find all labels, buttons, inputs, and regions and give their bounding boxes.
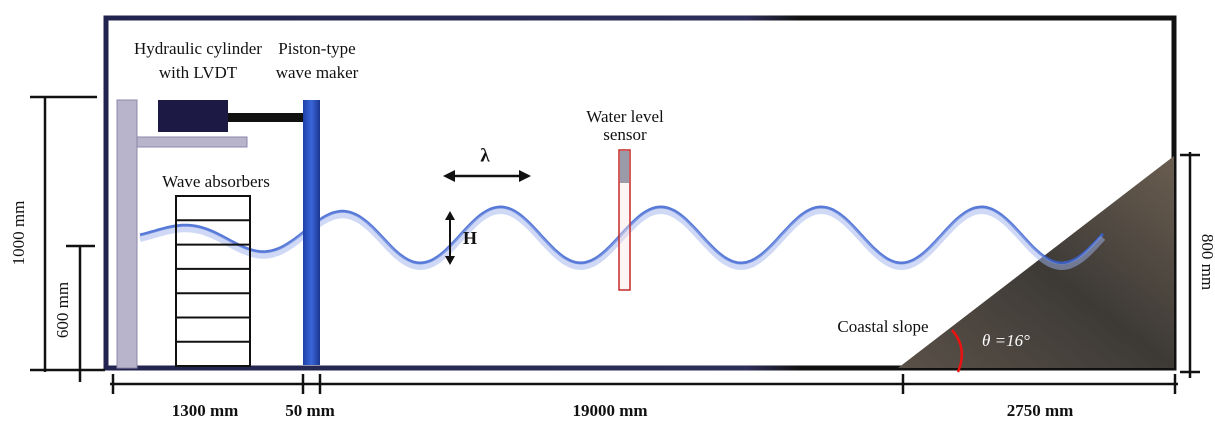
sensor-head bbox=[620, 151, 629, 183]
absorber-slats bbox=[176, 219, 250, 343]
arrowhead bbox=[519, 170, 531, 182]
cylinder-label: Hydraulic cylinder bbox=[134, 39, 262, 58]
piston-wave-maker bbox=[303, 100, 320, 365]
absorber-frame bbox=[175, 195, 251, 367]
wave-maker-label: Piston-type bbox=[278, 39, 355, 58]
cylinder-label: with LVDT bbox=[159, 63, 238, 82]
maker-length-label: 50 mm bbox=[285, 401, 335, 420]
height-label: H bbox=[463, 228, 477, 248]
arrowhead bbox=[443, 170, 455, 182]
water-depth-label: 600 mm bbox=[53, 282, 72, 338]
sensor-label: Water level bbox=[586, 107, 664, 126]
arrowhead bbox=[445, 256, 455, 265]
wave-maker-label: wave maker bbox=[276, 63, 359, 82]
wavelength-label: λ bbox=[480, 145, 490, 166]
piston-rod bbox=[228, 113, 305, 122]
angle-label: θ =16° bbox=[982, 331, 1030, 350]
absorbers-label: Wave absorbers bbox=[162, 172, 270, 191]
water-level-sensor bbox=[618, 149, 631, 291]
slope-height-label: 800 mm bbox=[1198, 234, 1215, 290]
tank-height-label: 1000 mm bbox=[9, 201, 28, 266]
dimension-ticks bbox=[111, 374, 1177, 394]
wave-shadow bbox=[139, 207, 1106, 271]
hydraulic-cylinder bbox=[158, 100, 228, 132]
flume-length-label: 19000 mm bbox=[572, 401, 647, 420]
support-beam bbox=[136, 136, 248, 148]
angle-arc bbox=[951, 329, 964, 373]
arrowhead bbox=[445, 211, 455, 220]
sensor-label: sensor bbox=[603, 125, 647, 144]
slope-length-label: 2750 mm bbox=[1007, 401, 1074, 420]
coastal-slope bbox=[898, 156, 1174, 368]
support-column bbox=[116, 99, 138, 369]
absorber-length-label: 1300 mm bbox=[172, 401, 239, 420]
slope-label: Coastal slope bbox=[837, 317, 928, 336]
